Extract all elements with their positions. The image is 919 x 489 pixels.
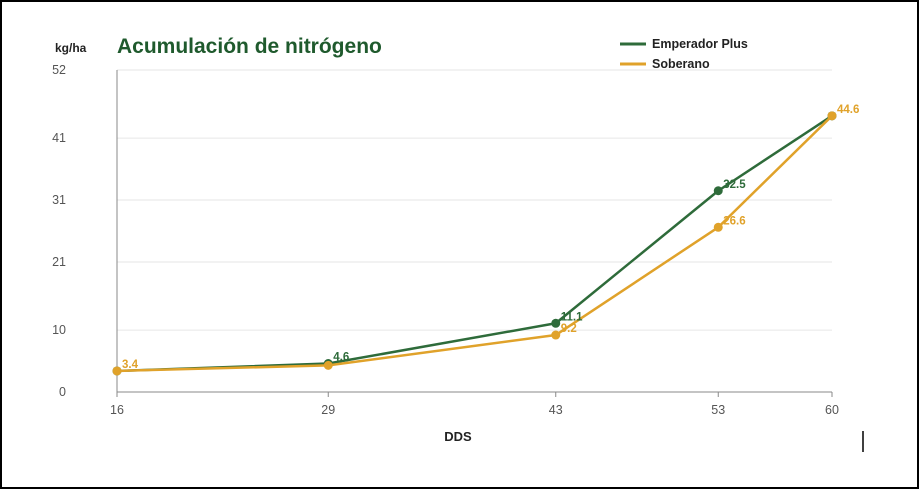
data-point-emperador-plus [713,186,723,196]
x-tick-label: 60 [825,403,839,417]
data-point-soberano [551,330,561,340]
data-label-emperador-plus: 32.5 [723,179,746,191]
x-tick-label: 29 [321,403,335,417]
y-axis-unit: kg/ha [55,41,87,55]
data-label-soberano: 3.4 [122,359,139,371]
series-line-emperador-plus [116,114,833,373]
data-label-soberano: 44.6 [837,104,859,116]
data-labels: 4.6 11.1 32.5 3.4 9.2 26.6 44.6 [122,104,859,371]
data-label-emperador-plus: 11.1 [561,311,583,323]
x-tick-label: 16 [110,403,124,417]
y-tick-labels: 0 10 21 31 41 52 [52,63,66,399]
data-point-soberano [713,222,723,232]
data-label-soberano: 26.6 [723,215,745,227]
x-tick-label: 43 [549,403,563,417]
y-tick-label: 41 [52,131,66,145]
y-tick-label: 21 [52,255,66,269]
x-tick-label: 53 [711,403,725,417]
y-tick-label: 31 [52,193,66,207]
data-point-soberano [112,366,122,376]
series-line-soberano [116,114,833,373]
x-axis-title: DDS [444,429,472,444]
y-tick-label: 0 [59,385,66,399]
legend: Emperador Plus Soberano [620,37,748,71]
series-layer [112,111,837,376]
data-point-emperador-plus [551,318,561,328]
y-tick-label: 10 [52,323,66,337]
grid-layer [117,69,832,331]
data-point-soberano [323,360,333,370]
data-label-soberano: 9.2 [561,323,577,335]
data-point-soberano [827,111,837,121]
legend-label-soberano: Soberano [652,57,710,71]
y-tick-label: 52 [52,63,66,77]
chart-title: Acumulación de nitrógeno [117,35,382,58]
data-label-emperador-plus: 4.6 [333,352,349,364]
legend-label-emperador-plus: Emperador Plus [652,37,748,51]
x-tick-labels: 16 29 43 53 60 [110,392,839,417]
